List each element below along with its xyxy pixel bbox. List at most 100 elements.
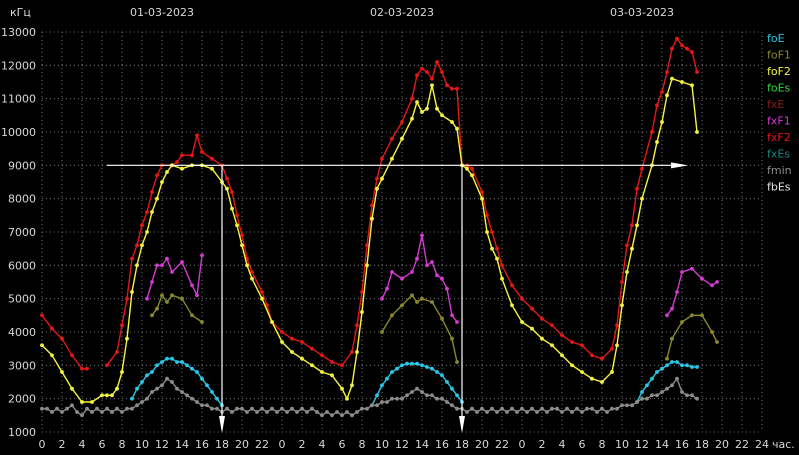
data-point: [470, 173, 474, 178]
data-point: [250, 270, 254, 274]
data-point: [105, 363, 109, 368]
data-point: [495, 410, 499, 414]
data-point: [150, 280, 154, 284]
data-point: [210, 156, 214, 161]
x-tick-label: 4: [319, 438, 326, 451]
data-point: [150, 370, 154, 374]
data-point: [590, 406, 594, 411]
data-point: [670, 360, 674, 364]
data-point: [545, 410, 549, 414]
data-point: [125, 406, 129, 411]
down-arrow-icon: [219, 416, 225, 433]
data-point: [645, 396, 649, 401]
data-point: [180, 296, 184, 301]
data-point: [390, 370, 394, 374]
data-point: [485, 230, 489, 234]
data-point: [455, 126, 459, 131]
data-point: [435, 106, 439, 111]
x-tick-label: 2: [299, 438, 306, 451]
series-fmin: [40, 376, 699, 418]
data-point: [390, 156, 394, 161]
data-point: [315, 410, 319, 414]
data-point: [360, 310, 364, 314]
data-point: [355, 323, 359, 328]
data-point: [225, 176, 229, 181]
data-point: [70, 403, 74, 408]
data-point: [305, 410, 309, 414]
data-point: [50, 353, 54, 358]
data-point: [380, 156, 384, 161]
data-point: [455, 393, 459, 398]
data-point: [115, 350, 119, 354]
data-point: [255, 410, 259, 414]
data-point: [615, 323, 619, 328]
data-point: [680, 80, 684, 84]
data-point: [475, 410, 479, 414]
data-point: [270, 320, 274, 324]
data-point: [260, 296, 264, 301]
data-point: [580, 343, 584, 348]
data-point: [710, 330, 714, 334]
data-point: [630, 223, 634, 228]
data-point: [435, 370, 439, 374]
data-point: [155, 306, 159, 311]
data-point: [440, 276, 444, 281]
data-point: [175, 360, 179, 364]
data-point: [330, 413, 334, 418]
legend-entry-fof1: foF1: [767, 49, 791, 62]
data-point: [195, 133, 199, 138]
data-point: [420, 390, 424, 394]
y-tick-label: 3000: [8, 359, 36, 372]
data-point: [90, 410, 94, 414]
data-point: [135, 403, 139, 408]
data-point: [580, 410, 584, 414]
data-point: [610, 346, 614, 351]
data-point: [400, 136, 404, 141]
y-tick-label: 7000: [8, 226, 36, 239]
x-tick-label: 8: [599, 438, 606, 451]
x-tick-label: 8: [359, 438, 366, 451]
data-point: [510, 283, 514, 288]
data-point: [380, 330, 384, 334]
data-point: [540, 316, 544, 321]
data-point: [195, 400, 199, 404]
data-point: [440, 373, 444, 378]
data-point: [160, 263, 164, 268]
data-point: [530, 406, 534, 411]
data-point: [295, 410, 299, 414]
data-point: [395, 396, 399, 401]
data-point: [490, 230, 494, 234]
data-point: [640, 396, 644, 401]
x-tick-label: 4: [559, 438, 566, 451]
data-point: [380, 296, 384, 301]
legend-entry-fbes: fbEs: [767, 181, 791, 194]
data-point: [490, 406, 494, 411]
data-point: [310, 346, 314, 351]
data-point: [160, 293, 164, 298]
data-point: [205, 403, 209, 408]
data-point: [630, 403, 634, 408]
data-point: [130, 256, 134, 261]
x-tick-label: 24: [755, 438, 769, 451]
data-point: [280, 330, 284, 334]
data-point: [590, 353, 594, 358]
data-point: [375, 393, 379, 398]
data-point: [130, 396, 134, 401]
series-fxf1: [145, 233, 719, 324]
x-tick-label: 0: [279, 438, 286, 451]
data-point: [240, 406, 244, 411]
data-point: [140, 243, 144, 248]
data-point: [100, 393, 104, 398]
data-point: [355, 350, 359, 354]
overlay-layer: [107, 162, 688, 433]
data-point: [495, 256, 499, 261]
data-point: [570, 410, 574, 414]
data-point: [300, 406, 304, 411]
data-point: [160, 180, 164, 184]
data-point: [625, 243, 629, 248]
data-point: [365, 243, 369, 248]
data-point: [660, 90, 664, 94]
x-tick-label: 6: [339, 438, 346, 451]
data-point: [655, 140, 659, 144]
data-point: [360, 290, 364, 294]
